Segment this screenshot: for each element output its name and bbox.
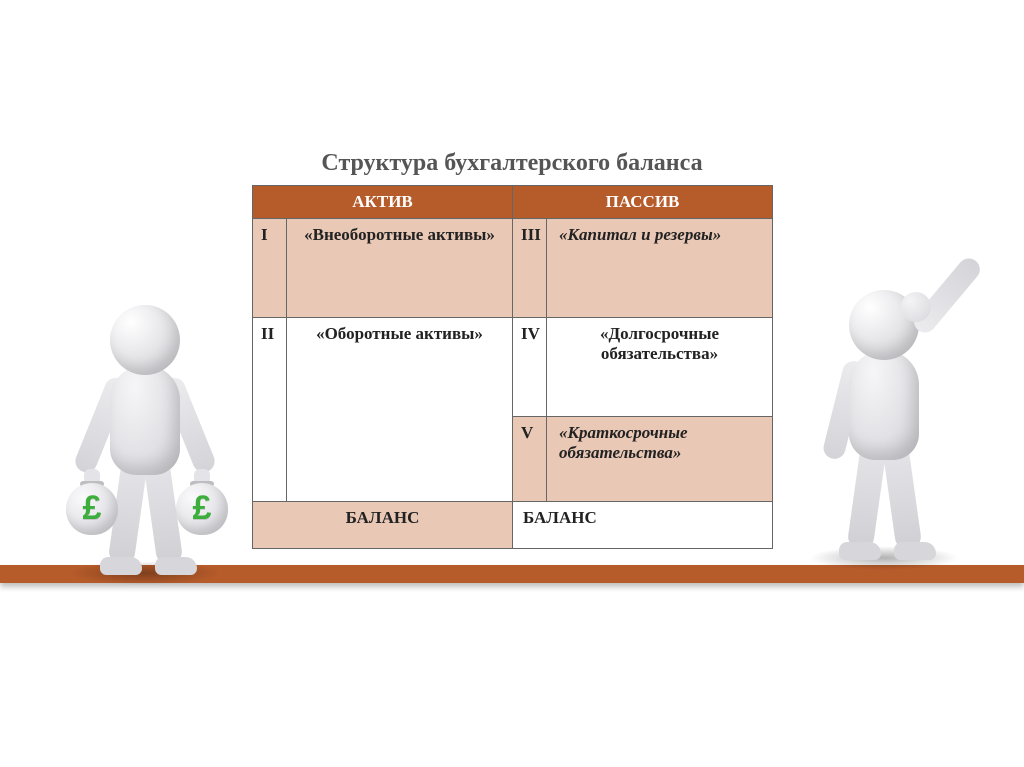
passive-2-num: IV [513,318,547,417]
header-passive: ПАССИВ [513,186,773,219]
figure-foot [100,557,142,575]
figure-shadow [70,561,220,585]
pound-symbol: £ [62,489,122,528]
active-2-label: «Оборотные активы» [287,318,513,502]
figure-head [110,305,180,375]
figure-hand [901,292,931,322]
active-1-label: «Внеоборотные активы» [287,219,513,318]
figure-foot [155,557,197,575]
slide-stage: Структура бухгалтерского баланса АКТИВ П… [0,0,1024,767]
figure-shadow [809,546,959,570]
figure-foot [894,542,936,560]
figure-foot [839,542,881,560]
passive-3-num: V [513,417,547,502]
figure-left: £ £ [60,305,230,565]
active-1-num: I [253,219,287,318]
figure-body [110,365,180,475]
footer-left: БАЛАНС [253,502,513,549]
active-2-num: II [253,318,287,502]
figure-right [799,290,969,550]
money-bag-icon: £ [172,465,232,537]
passive-2-label: «Долгосрочные обязательства» [547,318,773,417]
passive-3-label: «Краткосрочные обязательства» [547,417,773,502]
passive-1-num: III [513,219,547,318]
footer-right: БАЛАНС [513,502,773,549]
figure-body [849,350,919,460]
table-footer-row: БАЛАНС БАЛАНС [253,502,773,549]
table-row: I «Внеоборотные активы» III «Капитал и р… [253,219,773,318]
header-active: АКТИВ [253,186,513,219]
money-bag-icon: £ [62,465,122,537]
pound-symbol: £ [172,489,232,528]
slide-title: Структура бухгалтерского баланса [0,150,1024,177]
balance-table: АКТИВ ПАССИВ I «Внеоборотные активы» III… [252,185,773,549]
passive-1-label: «Капитал и резервы» [547,219,773,318]
table-header-row: АКТИВ ПАССИВ [253,186,773,219]
